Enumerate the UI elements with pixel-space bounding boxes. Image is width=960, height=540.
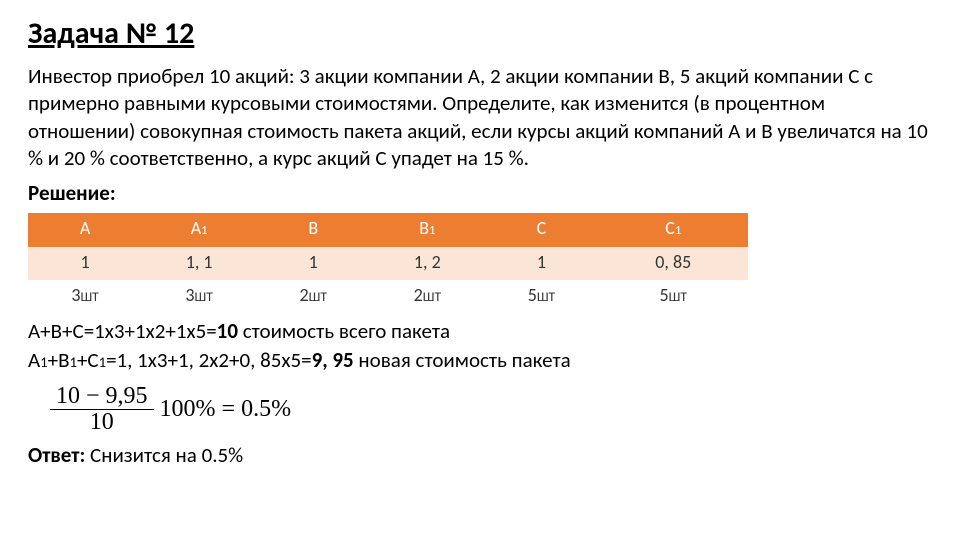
table-header-row: А А1 В В1 С С1 [28,213,748,246]
cell: 1, 2 [370,247,484,280]
th-a1: А1 [142,213,256,246]
cell: 2ШТ [256,280,370,313]
table-row: 1 1, 1 1 1, 2 1 0, 85 [28,247,748,280]
calc-line-2: А1+В1+С1=1, 1х3+1, 2х2+0, 85х5=9, 95 нов… [28,347,932,374]
th-c: С [484,213,598,246]
answer-text: Снизится на 0.5% [85,442,243,468]
cell: 5ШТ [598,280,748,313]
th-b: В [256,213,370,246]
problem-text: Инвестор приобрел 10 акций: 3 акции комп… [28,63,932,172]
fraction: 10 − 9,95 10 [50,384,154,435]
task-title: Задача № 12 [28,14,932,53]
cell: 1 [484,247,598,280]
cell: 1 [256,247,370,280]
solution-table: А А1 В В1 С С1 1 1, 1 1 1, 2 1 0, 85 3ШТ… [28,213,748,313]
th-c1: С1 [598,213,748,246]
cell: 1 [28,247,142,280]
solution-label: Решение: [28,180,932,207]
formula-tail: 100% = 0.5% [160,394,292,425]
cell: 2ШТ [370,280,484,313]
denominator: 10 [84,410,120,435]
cell: 5ШТ [484,280,598,313]
cell: 1, 1 [142,247,256,280]
percent-formula: 10 − 9,95 10 100% = 0.5% [50,384,932,435]
calc-line-1: А+В+С=1х3+1х2+1х5=10 стоимость всего пак… [28,318,932,345]
numerator: 10 − 9,95 [50,384,154,410]
answer-line: Ответ: Снизится на 0.5% [28,442,932,469]
cell: 3ШТ [28,280,142,313]
cell: 0, 85 [598,247,748,280]
answer-label: Ответ: [28,442,85,468]
th-b1: В1 [370,213,484,246]
table-row: 3ШТ 3ШТ 2ШТ 2ШТ 5ШТ 5ШТ [28,280,748,313]
th-a: А [28,213,142,246]
cell: 3ШТ [142,280,256,313]
